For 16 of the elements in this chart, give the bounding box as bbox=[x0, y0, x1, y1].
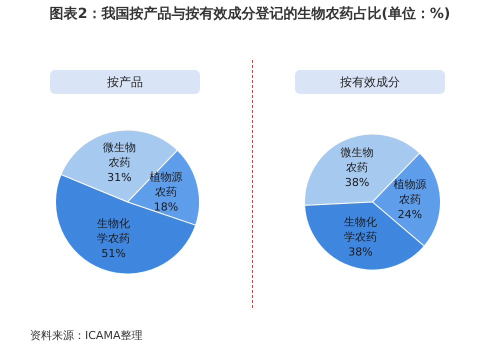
data-label: 38% bbox=[348, 245, 373, 258]
text: 资料来源：ICAMA整理 bbox=[30, 328, 142, 343]
text: 图表2：我国按产品与按有效成分登记的生物农药占比(单位：%) bbox=[48, 6, 452, 23]
data-label: 18% bbox=[154, 200, 178, 214]
slice-label: 植物源农药 bbox=[393, 178, 426, 206]
slice-label: 生物化学农药 bbox=[344, 215, 377, 244]
slice-label: 微生物农药 bbox=[340, 146, 374, 174]
slice-label: 植物源农药 bbox=[149, 170, 182, 199]
chart-subtitle: 按产品 bbox=[50, 70, 200, 94]
data-label: 31% bbox=[107, 171, 132, 184]
slice-label: 微生物农药 bbox=[102, 141, 136, 170]
data-label: 24% bbox=[398, 208, 422, 222]
chart-subtitle: 按有效成分 bbox=[295, 70, 445, 94]
slice-label: 生物化学农药 bbox=[97, 216, 130, 245]
data-label: 51% bbox=[101, 246, 126, 260]
data-label: 38% bbox=[344, 176, 370, 189]
